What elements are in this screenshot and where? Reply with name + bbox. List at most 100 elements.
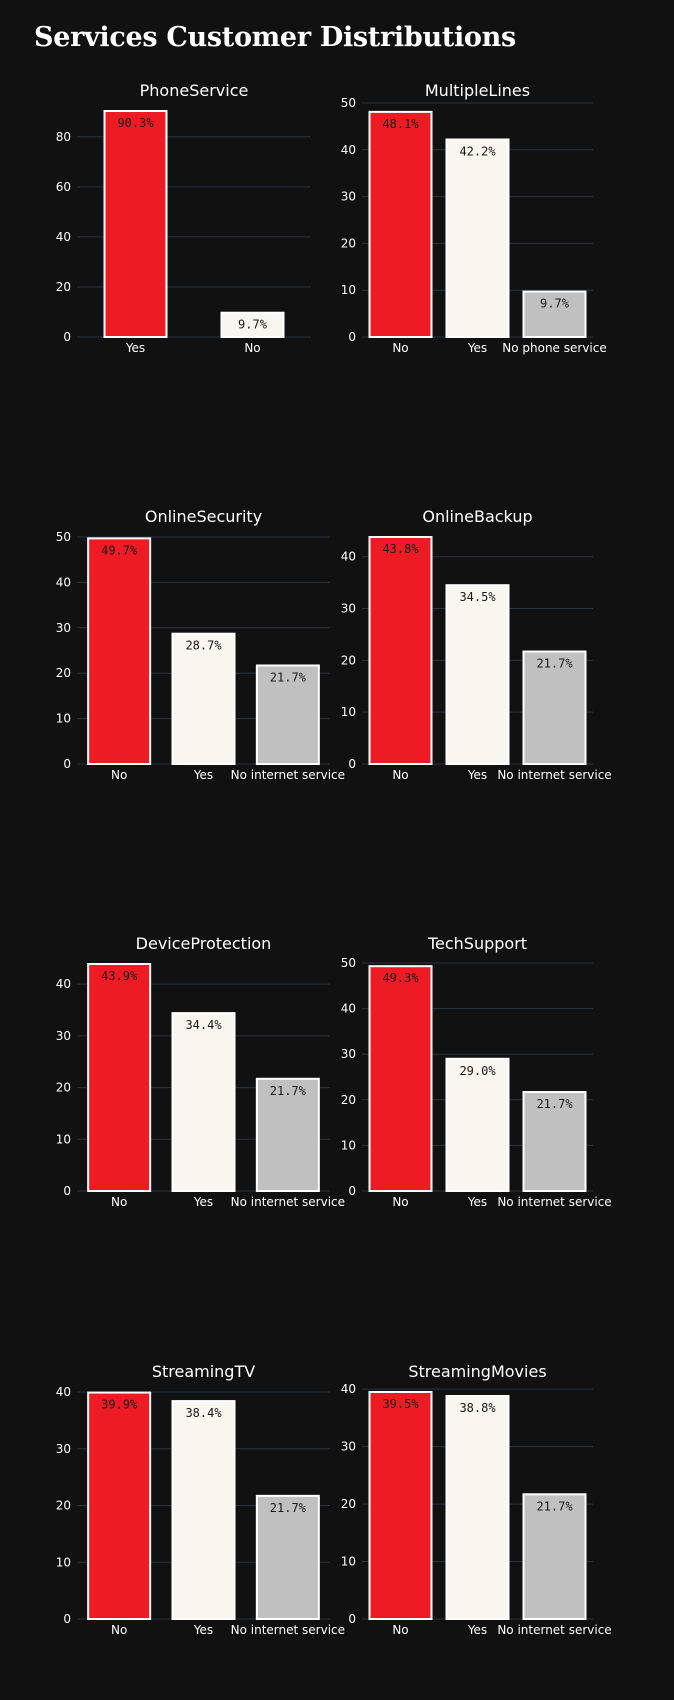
bar-no-phone-service: [522, 290, 587, 339]
x-tick-label: No: [392, 1623, 408, 1637]
data-label: 38.4%: [185, 1406, 222, 1420]
bar-no: [220, 311, 285, 338]
y-tick-label: 10: [341, 705, 356, 719]
x-tick-label: Yes: [467, 1195, 487, 1209]
bar-no-internet-service: [255, 664, 320, 765]
x-tick-label: No internet service: [231, 768, 345, 782]
bar-no: [368, 536, 433, 765]
chart-title-deviceprotection: DeviceProtection: [136, 934, 272, 953]
chart-multiplelines: MultipleLines 0 10 20 30 40 50 48.1% No 42.2% Yes 9…: [341, 81, 607, 355]
y-tick-label: 20: [341, 1497, 356, 1511]
y-tick-label: 20: [341, 653, 356, 667]
bar-no-internet-service: [255, 1077, 320, 1193]
x-tick-label: No: [244, 341, 260, 355]
data-label: 39.5%: [382, 1397, 419, 1411]
y-tick-label: 30: [341, 1047, 356, 1061]
data-label: 49.3%: [382, 971, 419, 985]
y-tick-label: 30: [56, 1029, 71, 1043]
y-tick-label: 40: [56, 230, 71, 244]
y-tick-label: 20: [56, 1499, 71, 1513]
data-label: 21.7%: [270, 1084, 307, 1098]
x-tick-label: No internet service: [497, 768, 611, 782]
chart-phoneservice: PhoneService 0 20 40 60 80 90.3% Yes 9.7% No: [56, 81, 311, 355]
bar-yes: [171, 1400, 236, 1620]
y-tick-label: 10: [56, 1555, 71, 1569]
y-tick-label: 0: [348, 1612, 356, 1626]
x-tick-label: No: [111, 768, 127, 782]
y-tick-label: 0: [348, 757, 356, 771]
chart-techsupport: TechSupport 0 10 20 30 40 50 49.3% No 29.0% Yes 21.…: [341, 934, 612, 1209]
bar-no-internet-service: [522, 650, 587, 766]
chart-title-techsupport: TechSupport: [427, 934, 527, 953]
data-label: 39.9%: [101, 1398, 138, 1412]
y-tick-label: 40: [56, 977, 71, 991]
bar-no-internet-service: [522, 1493, 587, 1621]
y-tick-label: 0: [63, 1612, 71, 1626]
chart-streamingtv: StreamingTV 0 10 20 30 40 39.9% No 38.4% Yes 21.7%…: [56, 1362, 345, 1637]
data-label: 28.7%: [185, 639, 222, 653]
bar-no: [368, 110, 433, 338]
y-tick-label: 50: [56, 530, 71, 544]
chart-title-streamingmovies: StreamingMovies: [408, 1362, 546, 1381]
y-tick-label: 20: [341, 236, 356, 250]
y-tick-label: 30: [341, 602, 356, 616]
y-tick-label: 0: [63, 757, 71, 771]
bar-yes: [171, 632, 236, 766]
y-tick-label: 40: [56, 575, 71, 589]
data-label: 34.5%: [459, 590, 496, 604]
data-label: 49.7%: [101, 543, 138, 557]
chart-title-streamingtv: StreamingTV: [152, 1362, 255, 1381]
bar-no-internet-service: [522, 1091, 587, 1192]
y-tick-label: 0: [348, 330, 356, 344]
y-tick-label: 80: [56, 130, 71, 144]
data-label: 21.7%: [536, 657, 573, 671]
x-tick-label: Yes: [467, 341, 487, 355]
y-tick-label: 40: [56, 1385, 71, 1399]
y-tick-label: 10: [341, 1555, 356, 1569]
x-tick-label: No: [392, 341, 408, 355]
x-tick-label: No: [111, 1195, 127, 1209]
data-label: 21.7%: [536, 1499, 573, 1513]
data-label: 43.9%: [101, 969, 138, 983]
y-tick-label: 10: [56, 712, 71, 726]
y-tick-label: 50: [341, 96, 356, 110]
y-tick-label: 40: [341, 1002, 356, 1016]
x-tick-label: No: [111, 1623, 127, 1637]
y-tick-label: 50: [341, 956, 356, 970]
bar-no-internet-service: [255, 1494, 320, 1621]
y-tick-label: 30: [56, 1442, 71, 1456]
data-label: 38.8%: [459, 1401, 496, 1415]
x-tick-label: Yes: [467, 1623, 487, 1637]
x-tick-label: Yes: [125, 341, 145, 355]
y-tick-label: 0: [348, 1184, 356, 1198]
data-label: 21.7%: [270, 670, 307, 684]
chart-title-multiplelines: MultipleLines: [425, 81, 530, 100]
x-tick-label: Yes: [193, 1623, 213, 1637]
bar-yes: [445, 138, 510, 338]
chart-deviceprotection: DeviceProtection 0 10 20 30 40 43.9% No 34.4% Yes…: [56, 934, 345, 1209]
chart-streamingmovies: StreamingMovies 0 10 20 30 40 39.5% No 38.8% Yes 2…: [341, 1362, 612, 1637]
data-label: 48.1%: [382, 117, 419, 131]
data-label: 42.2%: [459, 145, 496, 159]
bar-no: [368, 1391, 433, 1620]
y-tick-label: 20: [341, 1093, 356, 1107]
y-tick-label: 20: [56, 280, 71, 294]
bar-no: [87, 963, 152, 1192]
x-tick-label: Yes: [193, 768, 213, 782]
x-tick-label: Yes: [467, 768, 487, 782]
y-tick-label: 20: [56, 1081, 71, 1095]
bar-yes: [445, 584, 510, 765]
y-tick-label: 0: [63, 1184, 71, 1198]
data-label: 21.7%: [536, 1097, 573, 1111]
x-tick-label: No internet service: [497, 1195, 611, 1209]
chart-title-onlinesecurity: OnlineSecurity: [145, 507, 262, 526]
bar-yes: [171, 1012, 236, 1192]
y-tick-label: 40: [341, 1382, 356, 1396]
bar-yes: [445, 1057, 510, 1193]
x-tick-label: No internet service: [497, 1623, 611, 1637]
y-tick-label: 30: [341, 1440, 356, 1454]
y-tick-label: 40: [341, 143, 356, 157]
x-tick-label: No: [392, 768, 408, 782]
page-title: Services Customer Distributions: [34, 22, 516, 53]
